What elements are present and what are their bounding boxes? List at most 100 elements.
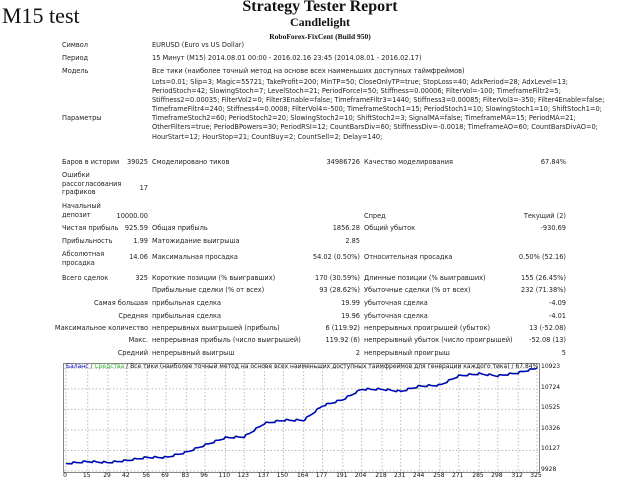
stat-maxcw-label: непрерывных выигрышей (прибыль) [152,324,280,332]
balance-line [65,367,538,465]
period-value: 15 Минут (M15) 2014.08.01 00:00 - 2016.0… [152,54,422,62]
stat-largest-label: Самая большая [94,299,148,307]
stat-expect-label: Матожидание выигрыша [152,237,240,245]
legend-desc: / Все тики (наиболее точный метод на осн… [124,363,539,370]
stat-maxcl: 13 (-52.08) [529,324,566,332]
stat-avgcw-label: непрерывный выигрыш [152,349,235,357]
stat-maxcl-label: непрерывных проигрышей (убыток) [364,324,491,332]
stat-errors: 17 [139,184,148,192]
stat-avg-loss: -4.01 [548,312,566,320]
expert-name: Candlelight [289,15,350,29]
param-line: TimeframeFiltr4=240; Stiffness4=0.0008; … [152,105,602,114]
stat-rel-dd-label: Относительная просадка [364,253,453,261]
x-tick-label: 312 [511,472,523,479]
stat-gross-profit-label: Общая прибыль [152,224,208,232]
stat-avgcl-label: непрерывный проигрыш [364,349,450,357]
stat-loss-label: Убыточные сделки (% от всех) [364,286,471,294]
stat-abs-dd: 14.06 [129,253,148,261]
stat-largest-win: 19.99 [341,299,360,307]
stat-loss: 232 (71.38%) [521,286,566,294]
x-tick-label: 29 [103,472,111,479]
y-tick-label: 10724 [541,383,561,391]
x-tick-label: 218 [375,472,387,479]
x-tick-label: 69 [161,472,169,479]
stat-maxsw: 119.92 (6) [325,336,360,344]
y-tick-label: 10525 [541,404,561,412]
x-tick-label: 258 [433,472,445,479]
stat-ticks-label: Смоделировано тиков [152,158,230,166]
x-tick-label: 15 [82,472,91,479]
stat-deposit-label: Начальный депозит [62,202,101,219]
param-line: Stiffness2=0.00035; FilterVol2=0; Filter… [152,96,605,105]
stat-avgc-label: Средний [117,349,148,357]
y-tick-label: 10923 [541,363,561,371]
x-tick-label: 164 [296,472,309,479]
x-tick-label: 191 [336,472,348,479]
period-label: Период [62,54,89,62]
symbol-label: Символ [62,41,88,49]
chart-legend: Баланс / Средства / Все тики (наиболее т… [66,363,538,370]
model-value: Все тики (наиболее точный метод на основ… [152,67,465,75]
x-tick-label: 285 [472,472,484,479]
x-tick-label: 0 [63,472,67,479]
equity-line [65,367,538,465]
stat-avg-loss-label: убыточная сделка [364,312,428,320]
stat-quality-label: Качество моделирования [364,158,453,166]
x-tick-label: 150 [276,472,289,479]
y-tick-label: 10326 [541,424,561,432]
stat-largest-win-label: прибыльная сделка [152,299,222,307]
x-tick-label: 204 [354,472,367,479]
stat-largest-loss: -4.09 [548,299,566,307]
params-label: Параметры [62,114,102,122]
stat-pf-label: Прибыльность [62,237,113,245]
stat-quality: 67.84% [540,158,566,166]
x-tick-label: 56 [142,472,150,479]
stat-maxsl: -52.08 (13) [529,336,566,344]
x-tick-label: 110 [218,472,231,479]
stat-net-label: Чистая прибыль [62,224,119,232]
stat-win-label: Прибыльные сделки (% от всех) [152,286,265,294]
stat-max-dd: 54.02 (0.50%) [312,253,360,261]
x-tick-label: 271 [452,472,464,479]
stat-expect: 2.85 [345,237,360,245]
report-heading: M15 test [2,3,80,28]
stat-total-label: Всего сделок [62,274,109,282]
chart-svg [64,364,539,472]
stat-avg-win: 19.96 [341,312,360,320]
x-tick-label: 231 [394,472,406,479]
stat-short-label: Короткие позиции (% выигравших) [152,274,276,282]
stat-net: 925.59 [124,224,148,232]
stat-deposit: 10000.00 [116,212,148,220]
stat-avgcw: 2 [355,349,360,357]
stat-gross-loss: -930.69 [540,224,566,232]
stat-avg-label: Средняя [118,312,148,320]
x-tick-label: 325 [530,472,542,479]
balance-chart: Баланс / Средства / Все тики (наиболее т… [63,363,540,473]
stat-maxsw-label: непрерывная прибыль (число выигрышей) [152,336,301,344]
stat-short: 170 (30.59%) [315,274,360,282]
x-tick-label: 298 [491,472,503,479]
model-label: Модель [62,67,89,75]
stat-max-dd-label: Максимальная просадка [152,253,238,261]
stat-errors-label: Ошибки рассогласования графиков [62,171,122,196]
stat-win: 93 (28.62%) [319,286,360,294]
stat-abs-dd-label: Абсолютная просадка [62,250,105,267]
x-tick-label: 83 [181,472,190,479]
param-line: Lots=0.01; Slip=3; Magic=55721; TakeProf… [152,78,569,86]
y-tick-label: 9928 [541,466,557,473]
x-tick-label: 42 [122,472,130,479]
x-tick-label: 244 [412,472,425,479]
stat-pf: 1.99 [133,237,148,245]
params-list: Lots=0.01; Slip=3; Magic=55721; TakeProf… [152,78,604,142]
stat-avg-win-label: прибыльная сделка [152,312,222,320]
stat-total: 325 [135,274,148,282]
x-tick-label: 96 [200,472,208,479]
param-line: TimeframeStoch2=60; PeriodStoch2=20; Slo… [152,114,576,123]
legend-balance: Баланс [66,363,89,370]
stat-bars: 39025 [127,158,148,166]
stat-long: 155 (26.45%) [521,274,566,282]
stat-spread: Текущий (2) [523,212,566,220]
stat-gross-profit: 1856.28 [332,224,360,232]
stat-rel-dd: 0.50% (52.16) [518,253,566,261]
x-tick-label: 137 [257,472,270,479]
